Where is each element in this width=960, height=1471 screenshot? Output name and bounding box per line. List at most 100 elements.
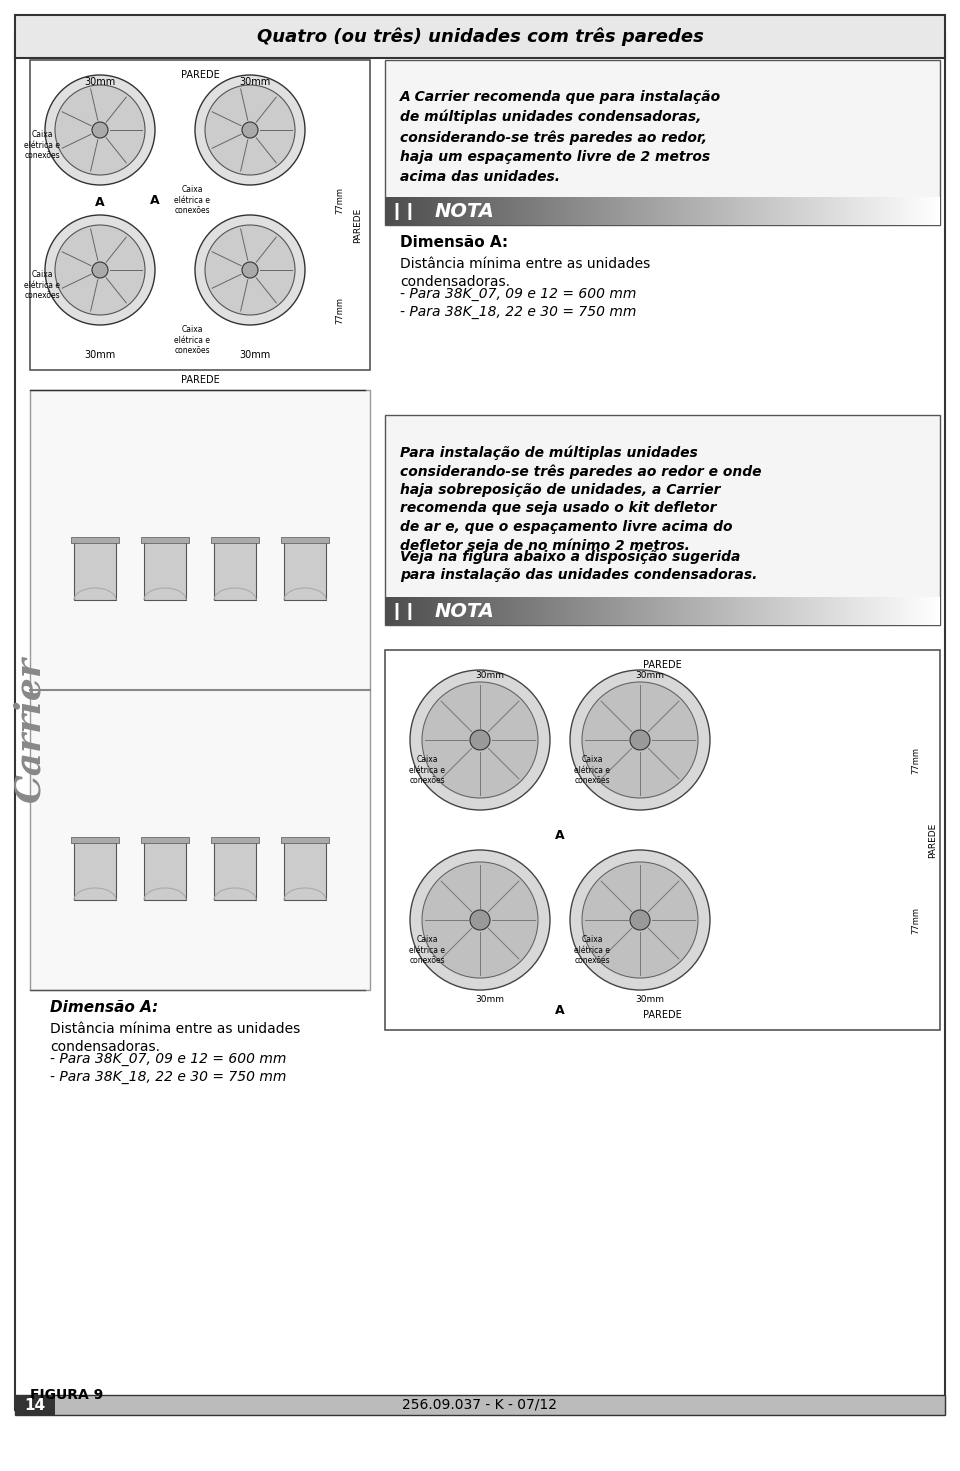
Bar — [587, 597, 588, 625]
Bar — [683, 597, 684, 625]
Bar — [930, 197, 931, 225]
Bar — [431, 197, 432, 225]
Bar — [864, 197, 865, 225]
Bar — [537, 197, 538, 225]
Bar — [791, 597, 792, 625]
Text: A Carrier recomenda que para instalação
de múltiplas unidades condensadoras,
con: A Carrier recomenda que para instalação … — [400, 90, 721, 184]
Bar — [506, 597, 507, 625]
Bar — [573, 597, 574, 625]
Bar — [708, 197, 709, 225]
Bar — [821, 597, 822, 625]
Bar — [695, 197, 696, 225]
Bar — [871, 197, 872, 225]
Bar — [545, 597, 546, 625]
Bar — [643, 197, 644, 225]
Bar — [661, 597, 662, 625]
Bar — [902, 197, 903, 225]
Bar — [666, 197, 667, 225]
Bar — [387, 197, 388, 225]
Bar — [762, 597, 763, 625]
Bar — [641, 597, 642, 625]
Bar — [753, 197, 754, 225]
Bar — [389, 597, 390, 625]
Bar — [825, 197, 826, 225]
Bar — [699, 597, 700, 625]
Bar — [917, 597, 918, 625]
Bar — [739, 197, 740, 225]
Bar — [450, 597, 451, 625]
Bar — [476, 197, 477, 225]
Bar — [515, 597, 516, 625]
Bar — [578, 197, 579, 225]
Bar — [436, 597, 437, 625]
Bar — [442, 597, 443, 625]
Text: - Para 38K_18, 22 e 30 = 750 mm: - Para 38K_18, 22 e 30 = 750 mm — [50, 1069, 286, 1084]
Bar — [549, 197, 550, 225]
Bar — [789, 197, 790, 225]
Bar — [483, 197, 484, 225]
Text: - Para 38K_07, 09 e 12 = 600 mm: - Para 38K_07, 09 e 12 = 600 mm — [50, 1052, 286, 1066]
Bar — [626, 597, 627, 625]
Bar — [919, 197, 920, 225]
Bar — [688, 197, 689, 225]
Bar — [392, 597, 393, 625]
Circle shape — [630, 911, 650, 930]
Bar — [427, 197, 428, 225]
Bar — [938, 197, 939, 225]
Bar — [654, 197, 655, 225]
Bar — [644, 597, 645, 625]
Bar — [787, 197, 788, 225]
Bar — [395, 197, 396, 225]
Bar — [642, 597, 643, 625]
Bar — [587, 197, 588, 225]
Bar — [615, 597, 616, 625]
Bar — [675, 197, 676, 225]
Bar — [555, 197, 556, 225]
Bar — [674, 197, 675, 225]
Bar — [494, 197, 495, 225]
Bar — [493, 197, 494, 225]
Bar — [635, 597, 636, 625]
Bar — [624, 597, 625, 625]
Bar — [515, 197, 516, 225]
Bar — [564, 597, 565, 625]
Bar — [914, 597, 915, 625]
Text: PAREDE: PAREDE — [642, 1011, 682, 1019]
Bar — [841, 597, 842, 625]
Bar — [903, 197, 904, 225]
Bar — [740, 197, 741, 225]
Bar — [799, 197, 800, 225]
Bar — [588, 197, 589, 225]
Bar — [590, 597, 591, 625]
Bar — [759, 197, 760, 225]
Bar — [789, 597, 790, 625]
Bar — [736, 197, 737, 225]
Bar — [406, 197, 407, 225]
Bar — [559, 197, 560, 225]
Bar — [281, 837, 329, 843]
Bar — [823, 197, 824, 225]
Bar — [568, 197, 569, 225]
Bar — [409, 597, 410, 625]
Bar — [596, 597, 597, 625]
Bar — [707, 197, 708, 225]
Bar — [466, 597, 467, 625]
Bar — [535, 197, 536, 225]
Bar — [869, 597, 870, 625]
Text: Caixa
elétrica e
conexões: Caixa elétrica e conexões — [174, 185, 210, 215]
Bar — [685, 197, 686, 225]
Circle shape — [92, 122, 108, 138]
Bar — [582, 197, 583, 225]
Text: Para instalação de múltiplas unidades
considerando-se três paredes ao redor e on: Para instalação de múltiplas unidades co… — [400, 446, 761, 553]
Bar — [609, 197, 610, 225]
Bar — [722, 597, 723, 625]
Bar — [211, 837, 259, 843]
Bar — [861, 597, 862, 625]
Bar — [770, 197, 771, 225]
Bar — [904, 597, 905, 625]
Bar — [657, 597, 658, 625]
Bar — [438, 197, 439, 225]
Bar — [573, 197, 574, 225]
Bar — [731, 597, 732, 625]
Bar — [458, 597, 459, 625]
